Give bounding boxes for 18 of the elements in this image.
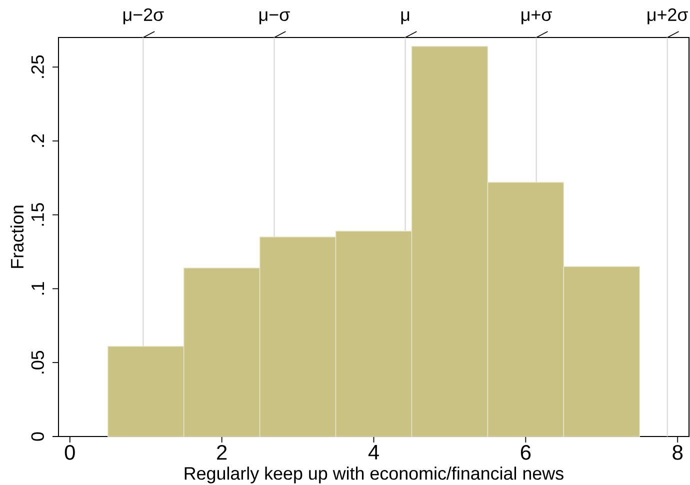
ref-line-label: μ (401, 11, 410, 24)
x-axis-title: Regularly keep up with economic/financial news (184, 466, 564, 484)
ref-line-label: μ+2σ (648, 8, 688, 24)
y-tick-label: .15 (31, 203, 44, 226)
ref-line-label: μ+σ (522, 10, 552, 24)
y-tick-label: .05 (31, 350, 44, 374)
y-tick-label: 0 (31, 432, 44, 441)
y-tick-label: .25 (31, 55, 44, 78)
x-tick-label: 4 (368, 445, 379, 460)
x-tick-label: 2 (217, 445, 227, 460)
ref-line-label: μ−2σ (123, 8, 164, 24)
x-tick-label: 6 (520, 445, 531, 460)
x-tick-label: 0 (64, 445, 75, 460)
y-tick-label: .2 (31, 134, 44, 147)
y-axis-title: Fraction (10, 206, 24, 268)
ref-line-label: μ−σ (260, 11, 290, 24)
y-tick-label: .1 (32, 282, 44, 295)
x-tick-label: 8 (672, 445, 683, 460)
